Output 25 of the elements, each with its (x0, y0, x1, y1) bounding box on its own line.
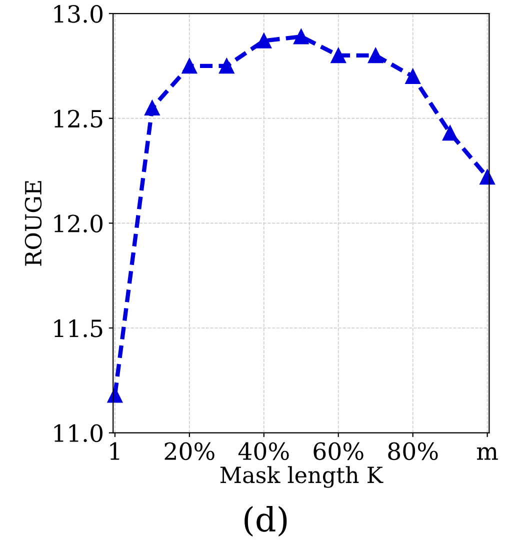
x-axis-title: Mask length K (220, 466, 384, 488)
point (368, 48, 384, 64)
x-tick-label: 40% (238, 442, 289, 460)
point (107, 387, 123, 403)
point (405, 68, 420, 84)
y-tick-label: 11.5 (54, 319, 102, 338)
text: (d) (244, 506, 287, 537)
y-tick-label: 12.0 (54, 214, 102, 232)
point (330, 48, 346, 64)
point (219, 58, 234, 74)
y-axis-title: ROUGE (24, 181, 42, 266)
x-tick-label: 80% (388, 442, 438, 460)
point (293, 28, 309, 44)
y-tick-label: 13.0 (54, 4, 102, 23)
x-tick-label: m (476, 447, 498, 460)
y-tick-label: 12.5 (54, 110, 102, 128)
x-tick-label: 20% (164, 442, 214, 460)
point (442, 125, 458, 141)
y-tick-label: 11.0 (54, 424, 102, 442)
x-tick-label: 60% (314, 442, 364, 460)
x-tick-label: 1 (110, 442, 120, 460)
point (256, 33, 272, 48)
point (182, 58, 198, 74)
point (480, 169, 495, 185)
point (144, 100, 160, 116)
